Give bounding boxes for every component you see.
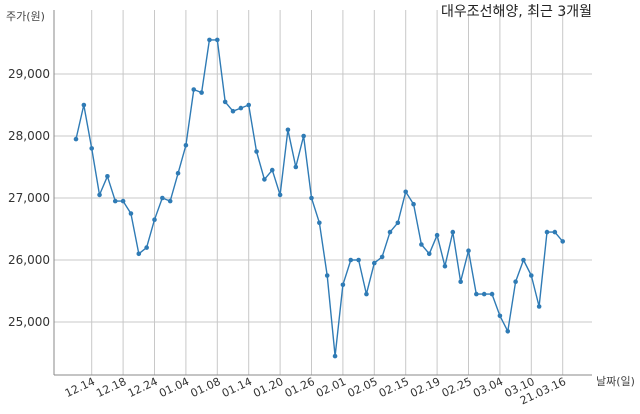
- price-point: [536, 304, 542, 309]
- price-point: [529, 273, 534, 278]
- x-tick-label: 01.20: [251, 375, 285, 400]
- price-point: [207, 37, 212, 43]
- price-point: [481, 291, 487, 297]
- price-point: [128, 211, 134, 216]
- price-point: [81, 102, 87, 108]
- price-point: [544, 229, 550, 235]
- price-point: [230, 108, 236, 114]
- price-point: [348, 257, 354, 263]
- x-tick-label: 01.04: [157, 375, 191, 400]
- price-point: [450, 229, 456, 235]
- x-tick-label: 02.19: [408, 375, 442, 400]
- price-point: [152, 217, 157, 222]
- price-point: [552, 229, 558, 235]
- axes: [53, 10, 592, 376]
- price-point: [317, 220, 322, 226]
- price-point: [97, 192, 102, 198]
- price-point: [474, 291, 479, 297]
- price-point: [426, 251, 432, 257]
- price-point: [497, 313, 503, 319]
- price-point: [442, 263, 448, 269]
- price-point: [254, 149, 259, 154]
- price-point: [340, 282, 346, 288]
- price-point: [112, 198, 118, 204]
- price-point: [199, 90, 204, 95]
- price-point: [238, 105, 244, 111]
- y-tick-label: 27,000: [8, 191, 50, 205]
- price-point: [466, 248, 471, 253]
- price-point: [379, 254, 385, 260]
- price-point: [372, 260, 377, 266]
- x-tick-label: 01.08: [189, 375, 223, 400]
- y-axis-label: 주가(원): [6, 10, 45, 23]
- y-tick-label: 26,000: [8, 253, 50, 267]
- price-point: [144, 245, 149, 250]
- price-point: [246, 102, 251, 108]
- x-tick-label: 02.25: [440, 375, 474, 400]
- price-point: [175, 170, 181, 176]
- price-point: [301, 133, 306, 139]
- price-point: [324, 273, 330, 278]
- x-axis-label: 날짜(일): [596, 374, 635, 388]
- price-point: [105, 174, 110, 179]
- price-point: [364, 291, 369, 297]
- x-tick-label: 12.24: [126, 375, 160, 400]
- y-tick-labels: 25,000 26,000 27,000 28,000 29,000: [8, 67, 50, 329]
- price-point: [215, 37, 220, 43]
- price-point: [395, 220, 401, 226]
- price-point: [293, 164, 299, 170]
- price-point: [387, 229, 393, 235]
- price-point: [262, 177, 267, 182]
- price-point: [222, 99, 228, 105]
- price-point: [167, 198, 173, 204]
- price-series: [73, 37, 565, 359]
- price-point: [309, 195, 314, 201]
- price-point: [434, 232, 440, 238]
- x-tick-label: 02.05: [346, 375, 380, 400]
- x-tick-labels: 12.1412.1812.2401.0401.0801.1401.2001.26…: [63, 375, 568, 407]
- x-tick-label: 01.26: [283, 375, 317, 400]
- x-tick-label: 03.04: [471, 375, 505, 400]
- y-tick-label: 25,000: [8, 315, 50, 329]
- x-tick-label: 12.18: [94, 375, 128, 400]
- price-point: [183, 143, 189, 148]
- price-point: [458, 279, 463, 285]
- y-tick-label: 28,000: [8, 129, 50, 143]
- price-point: [89, 146, 94, 151]
- price-point: [73, 136, 79, 142]
- x-tick-label: 02.15: [377, 375, 411, 400]
- price-point: [136, 251, 142, 257]
- price-point: [419, 242, 424, 247]
- price-point: [277, 192, 283, 198]
- y-tick-label: 29,000: [8, 67, 50, 81]
- price-point: [191, 87, 197, 92]
- price-point: [489, 291, 495, 297]
- price-point: [285, 127, 291, 133]
- chart-title: 대우조선해양, 최근 3개월: [441, 4, 592, 20]
- price-point: [269, 167, 275, 173]
- price-point: [505, 329, 511, 334]
- price-point: [332, 353, 338, 359]
- x-tick-label: 01.14: [220, 375, 254, 400]
- price-point: [120, 198, 126, 204]
- x-tick-label: 02.01: [314, 375, 348, 400]
- price-point: [560, 239, 565, 244]
- x-tick-label: 12.14: [63, 375, 97, 400]
- price-point: [521, 257, 526, 263]
- price-point: [403, 189, 409, 195]
- price-point: [160, 195, 165, 201]
- price-point: [356, 257, 361, 263]
- price-point: [411, 201, 416, 207]
- grid-lines: [54, 10, 592, 375]
- price-point: [513, 279, 518, 285]
